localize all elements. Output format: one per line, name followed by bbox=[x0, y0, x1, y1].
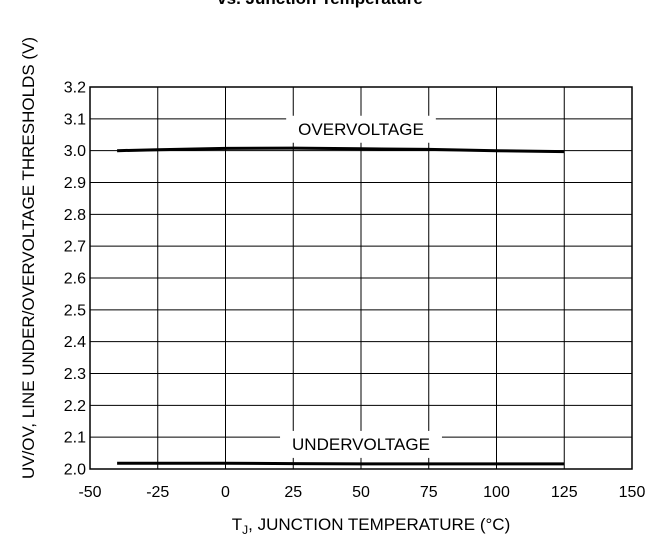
x-axis-label-sub: J bbox=[242, 523, 248, 537]
y-tick-label: 3.2 bbox=[64, 80, 86, 97]
y-tick-label: 2.2 bbox=[64, 398, 86, 415]
plot-frame bbox=[89, 86, 633, 470]
annotation-background bbox=[286, 115, 436, 143]
y-tick-label: 2.9 bbox=[64, 175, 86, 192]
x-tick-label: 0 bbox=[221, 484, 230, 501]
y-tick-label: 2.8 bbox=[64, 207, 86, 224]
series-line-0 bbox=[117, 146, 565, 154]
x-axis-label-rest: , JUNCTION TEMPERATURE (°C) bbox=[248, 515, 510, 534]
x-tick-label: 150 bbox=[619, 484, 646, 501]
y-tick-label: 2.6 bbox=[64, 271, 86, 288]
annotation-background bbox=[280, 430, 442, 458]
y-tick-label: 3.0 bbox=[64, 143, 86, 160]
y-tick-label: 3.1 bbox=[64, 111, 86, 128]
y-tick-label: 2.5 bbox=[64, 302, 86, 319]
x-tick-labels: -50 -25 0 25 50 75 100 125 150 bbox=[78, 484, 645, 501]
x-tick-label: 25 bbox=[284, 484, 302, 501]
grid bbox=[89, 86, 633, 470]
y-tick-label: 2.0 bbox=[64, 462, 86, 479]
series-lines bbox=[117, 146, 565, 466]
annotation-label: UNDERVOLTAGE bbox=[292, 435, 430, 454]
annotation-label: OVERVOLTAGE bbox=[298, 120, 424, 139]
x-axis-label-main: T bbox=[232, 515, 242, 534]
x-axis-label: TJ, JUNCTION TEMPERATURE (°C) bbox=[232, 515, 511, 537]
annotations: OVERVOLTAGE UNDERVOLTAGE bbox=[280, 115, 442, 458]
x-tick-label: 125 bbox=[551, 484, 578, 501]
x-tick-label: 75 bbox=[420, 484, 438, 501]
y-tick-label: 2.4 bbox=[64, 334, 86, 351]
y-tick-labels: 2.0 2.1 2.2 2.3 2.4 2.5 2.6 2.7 2.8 2.9 3.0 3.1 3.2 bbox=[64, 80, 86, 479]
x-tick-label: 100 bbox=[483, 484, 510, 501]
y-tick-label: 2.3 bbox=[64, 366, 86, 383]
x-tick-label: 50 bbox=[352, 484, 370, 501]
y-tick-label: 2.7 bbox=[64, 239, 86, 256]
x-tick-label: -50 bbox=[78, 484, 101, 501]
x-tick-label: -25 bbox=[146, 484, 169, 501]
series-line-1 bbox=[117, 461, 565, 466]
chart-title: vs. Junction Temperature bbox=[217, 0, 423, 8]
y-axis-label: UV/OV, LINE UNDER/OVERVOLTAGE THRESHOLDS… bbox=[19, 37, 38, 479]
y-tick-label: 2.1 bbox=[64, 430, 86, 447]
